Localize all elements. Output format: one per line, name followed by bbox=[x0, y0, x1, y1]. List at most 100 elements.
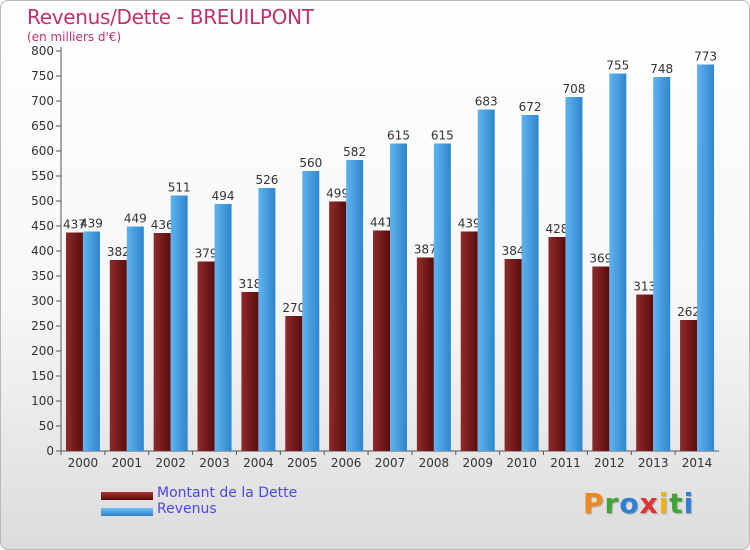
y-tick-label: 100 bbox=[31, 394, 54, 408]
data-label-dette: 499 bbox=[326, 187, 349, 201]
data-label-revenus: 615 bbox=[387, 129, 410, 143]
y-tick-label: 300 bbox=[31, 294, 54, 308]
bar-revenus bbox=[390, 143, 407, 451]
x-tick-label: 2005 bbox=[287, 456, 318, 470]
logo-letter: o bbox=[619, 487, 640, 520]
logo-letter: t bbox=[669, 487, 684, 520]
y-tick-label: 150 bbox=[31, 369, 54, 383]
bar-dette bbox=[285, 316, 303, 451]
x-tick-label: 2004 bbox=[243, 456, 274, 470]
data-label-revenus: 755 bbox=[606, 59, 629, 73]
y-tick-label: 600 bbox=[31, 144, 54, 158]
bar-dette bbox=[373, 230, 390, 451]
x-tick-label: 2011 bbox=[550, 456, 581, 470]
bar-dette bbox=[460, 231, 478, 451]
logo-letter: x bbox=[639, 487, 659, 520]
bar-dette bbox=[592, 266, 610, 451]
data-label-revenus: 526 bbox=[255, 173, 278, 187]
x-tick-label: 2007 bbox=[375, 456, 406, 470]
bar-dette bbox=[153, 233, 171, 451]
y-tick-label: 650 bbox=[31, 119, 54, 133]
bar-revenus bbox=[521, 115, 539, 451]
chart-subtitle: (en milliers d'€) bbox=[27, 30, 122, 44]
x-tick-label: 2008 bbox=[419, 456, 450, 470]
legend-swatch-dette bbox=[101, 492, 153, 500]
logo-letter: i bbox=[683, 487, 695, 520]
data-label-dette: 387 bbox=[414, 243, 437, 257]
data-label-revenus: 683 bbox=[475, 95, 498, 109]
bar-dette bbox=[636, 294, 654, 451]
x-tick-label: 2013 bbox=[638, 456, 669, 470]
data-label-dette: 270 bbox=[282, 301, 305, 315]
legend-swatch-revenus bbox=[101, 508, 153, 516]
bar-revenus bbox=[653, 77, 671, 451]
y-tick-label: 500 bbox=[31, 194, 54, 208]
data-label-dette: 369 bbox=[589, 252, 612, 266]
bar-dette bbox=[504, 259, 522, 451]
bar-revenus bbox=[126, 226, 144, 451]
y-tick-label: 750 bbox=[31, 69, 54, 83]
data-label-dette: 437 bbox=[63, 218, 86, 232]
bar-dette bbox=[329, 201, 347, 451]
data-label-dette: 441 bbox=[370, 216, 393, 230]
bar-dette bbox=[109, 260, 127, 451]
bar-revenus bbox=[82, 231, 100, 451]
bar-revenus bbox=[477, 109, 495, 451]
bar-dette bbox=[548, 237, 566, 451]
x-tick-label: 2000 bbox=[68, 456, 99, 470]
data-label-dette: 313 bbox=[633, 280, 656, 294]
data-label-revenus: 582 bbox=[343, 145, 366, 159]
bar-revenus bbox=[302, 171, 320, 451]
y-tick-label: 0 bbox=[46, 444, 54, 458]
logo-letter: P bbox=[583, 487, 605, 520]
data-label-dette: 382 bbox=[107, 245, 130, 259]
data-label-revenus: 748 bbox=[650, 62, 673, 76]
bar-dette bbox=[197, 261, 215, 451]
legend-label-dette: Montant de la Dette bbox=[157, 485, 298, 501]
data-label-dette: 428 bbox=[546, 222, 569, 236]
x-tick-label: 2012 bbox=[594, 456, 625, 470]
data-label-revenus: 439 bbox=[80, 217, 103, 231]
data-label-dette: 379 bbox=[195, 247, 218, 261]
chart-title: Revenus/Dette - BREUILPONT bbox=[27, 5, 314, 29]
data-label-revenus: 773 bbox=[694, 50, 717, 64]
bar-revenus bbox=[433, 143, 451, 451]
bar-revenus bbox=[346, 160, 364, 451]
y-tick-label: 550 bbox=[31, 169, 54, 183]
bar-dette bbox=[680, 320, 698, 451]
bar-revenus bbox=[565, 97, 583, 451]
y-tick-label: 450 bbox=[31, 219, 54, 233]
data-label-revenus: 511 bbox=[168, 181, 191, 195]
data-label-revenus: 615 bbox=[431, 129, 454, 143]
data-label-revenus: 449 bbox=[124, 212, 147, 226]
x-tick-label: 2002 bbox=[155, 456, 186, 470]
x-tick-label: 2014 bbox=[682, 456, 713, 470]
y-tick-label: 250 bbox=[31, 319, 54, 333]
data-label-dette: 318 bbox=[238, 277, 261, 291]
x-tick-label: 2001 bbox=[112, 456, 143, 470]
proxiti-logo: Proxiti bbox=[583, 487, 694, 520]
data-label-revenus: 708 bbox=[563, 82, 586, 96]
logo-letter: r bbox=[604, 487, 620, 520]
data-label-revenus: 494 bbox=[212, 189, 235, 203]
y-tick-label: 400 bbox=[31, 244, 54, 258]
x-tick-label: 2006 bbox=[331, 456, 362, 470]
data-label-revenus: 672 bbox=[519, 100, 542, 114]
data-label-revenus: 560 bbox=[299, 156, 322, 170]
y-tick-label: 700 bbox=[31, 94, 54, 108]
y-tick-label: 200 bbox=[31, 344, 54, 358]
data-label-dette: 439 bbox=[458, 217, 481, 231]
bar-revenus bbox=[697, 64, 715, 451]
bar-revenus bbox=[609, 73, 627, 451]
bar-revenus bbox=[258, 188, 276, 451]
legend-label-revenus: Revenus bbox=[157, 501, 217, 517]
y-tick-label: 350 bbox=[31, 269, 54, 283]
x-tick-label: 2009 bbox=[462, 456, 493, 470]
y-tick-label: 50 bbox=[39, 419, 54, 433]
data-label-dette: 384 bbox=[502, 244, 525, 258]
bar-revenus bbox=[170, 195, 188, 451]
x-tick-label: 2010 bbox=[506, 456, 537, 470]
bar-dette bbox=[416, 257, 434, 451]
